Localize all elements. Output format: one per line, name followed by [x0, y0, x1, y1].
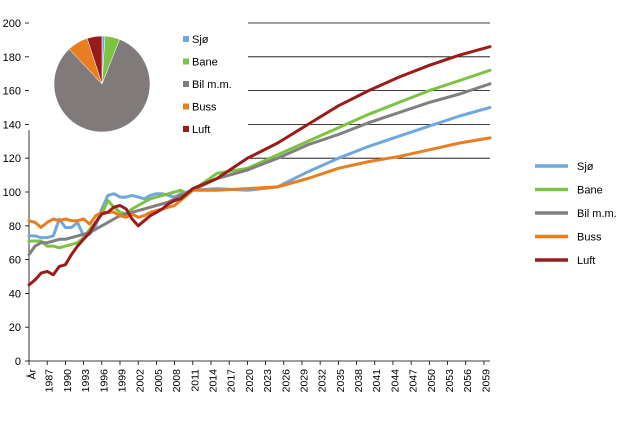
x-tick-label: 2047	[408, 369, 420, 393]
x-tick-label: 2008	[171, 369, 183, 393]
pie-slice-2	[53, 39, 151, 133]
x-tick-label: 2059	[480, 369, 492, 393]
x-tick-label: År	[26, 368, 39, 379]
pie-legend-label: Sjø	[192, 34, 209, 46]
x-tick-label: 2017	[226, 369, 238, 393]
y-tick-label: 100	[3, 187, 21, 199]
line-legend-label: Sjø	[577, 161, 594, 173]
x-tick-label: 2050	[426, 369, 438, 393]
pie-legend-label: Buss	[192, 102, 217, 114]
x-tick-label: 2044	[389, 369, 401, 393]
y-tick-label: 180	[3, 52, 21, 64]
pie-legend-swatch	[183, 58, 189, 65]
x-tick-label: 1993	[80, 369, 92, 393]
y-tick-label: 60	[9, 255, 21, 267]
pie-legend-swatch	[183, 36, 189, 42]
pie-legend-swatch	[183, 103, 189, 110]
series-line-2	[27, 82, 492, 256]
series-line-3	[27, 136, 492, 229]
pie-legend-swatch	[183, 81, 189, 87]
y-tick-label: 40	[9, 288, 21, 300]
x-tick-label: 2002	[135, 369, 147, 393]
x-tick-label: 2023	[262, 369, 274, 393]
x-tick-label: 2056	[462, 369, 474, 393]
series-lines	[27, 45, 492, 287]
x-tick-label: 2020	[244, 369, 256, 393]
x-tick-label: 1999	[116, 369, 128, 393]
axes: 0 20 40 60 80 100 120 140 160 180 200 År 1987 1990 199…	[3, 18, 493, 392]
x-tick-label: 1996	[98, 369, 110, 393]
y-tick-label: 120	[3, 153, 21, 165]
x-tick-label: 2038	[353, 369, 365, 393]
x-tick-label: 2041	[371, 369, 383, 393]
pie-legend-label: Bil m.m.	[192, 79, 232, 91]
y-tick-label: 80	[9, 221, 21, 233]
y-tick-label: 0	[15, 356, 21, 368]
x-tick-label: 2035	[335, 369, 347, 393]
line-legend-label: Bil m.m.	[577, 208, 617, 220]
pie-chart	[53, 35, 151, 133]
line-legend-label: Buss	[577, 232, 602, 244]
pie-legend-label: Bane	[192, 57, 218, 69]
y-tick-label: 160	[3, 86, 21, 98]
x-tick-label: 1987	[44, 369, 56, 393]
pie-slice-4	[86, 35, 103, 85]
line-legend: Sjø Bane Bil m.m. Buss Luft	[535, 161, 617, 267]
y-tick-label: 20	[9, 322, 21, 334]
series-line-1	[27, 68, 492, 250]
x-tick-label: 2014	[207, 369, 219, 393]
series-line-0	[27, 106, 492, 240]
x-tick-label: 2032	[317, 369, 329, 393]
y-tick-label: 140	[3, 119, 21, 131]
line-legend-label: Bane	[577, 185, 603, 197]
pie-legend: Sjø Bane Bil m.m. Buss Luft	[183, 34, 232, 136]
series-line-4	[27, 45, 492, 287]
line-legend-label: Luft	[577, 255, 595, 267]
x-tick-label: 2029	[298, 369, 310, 393]
x-tick-label: 2011	[189, 369, 201, 392]
pie-legend-swatch	[183, 126, 189, 132]
x-tick-label: 2005	[153, 369, 165, 393]
pie-legend-label: Luft	[192, 124, 210, 136]
x-tick-label: 2026	[280, 369, 292, 393]
x-tick-label: 2053	[444, 369, 456, 393]
y-tick-label: 200	[3, 18, 21, 30]
x-tick-label: 1990	[62, 369, 74, 393]
